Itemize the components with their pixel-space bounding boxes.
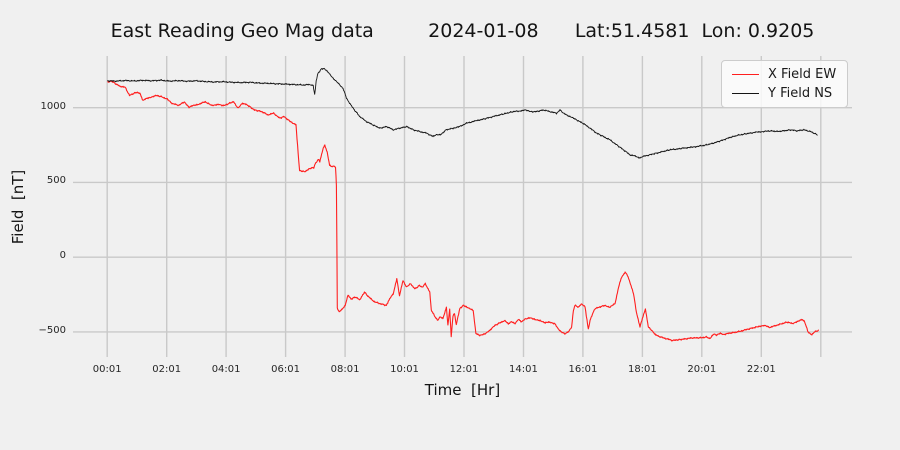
- y-axis-label: Field [nT]: [9, 169, 27, 245]
- y-tick-label: 500: [46, 175, 66, 187]
- x-tick-label: 02:01: [152, 364, 182, 375]
- x-axis-label: Time [Hr]: [424, 381, 501, 399]
- x-tick-label: 08:01: [330, 364, 360, 375]
- x-tick-label: 18:01: [627, 364, 657, 375]
- x-tick-label: 00:01: [92, 364, 122, 375]
- series-line-x-field-ew: [107, 80, 819, 342]
- x-tick-label: 20:01: [687, 364, 717, 375]
- x-tick-label: 04:01: [211, 364, 241, 375]
- legend-entry: X Field EW: [728, 65, 841, 84]
- x-tick-label: 06:01: [271, 364, 300, 375]
- series-line-y-field-ns: [107, 67, 818, 159]
- legend: X Field EW Y Field NS: [721, 60, 848, 108]
- legend-label: X Field EW: [768, 67, 837, 82]
- y-tick-label: 1000: [40, 100, 66, 112]
- chart-title: East Reading Geo Mag data 2024-01-08 Lat…: [110, 20, 815, 42]
- legend-label: Y Field NS: [768, 86, 833, 101]
- x-tick-label: 10:01: [390, 364, 419, 375]
- x-tick-label: 14:01: [509, 364, 538, 375]
- legend-entry: Y Field NS: [728, 84, 841, 103]
- x-tick-label: 22:01: [746, 364, 776, 375]
- x-tick-label: 12:01: [449, 364, 479, 375]
- x-tick-label: 16:01: [568, 364, 598, 375]
- legend-line-sample-y-field: [732, 93, 759, 94]
- legend-line-sample-x-field: [732, 74, 759, 75]
- y-tick-label: 0: [59, 250, 66, 262]
- y-tick-label: −500: [38, 324, 66, 336]
